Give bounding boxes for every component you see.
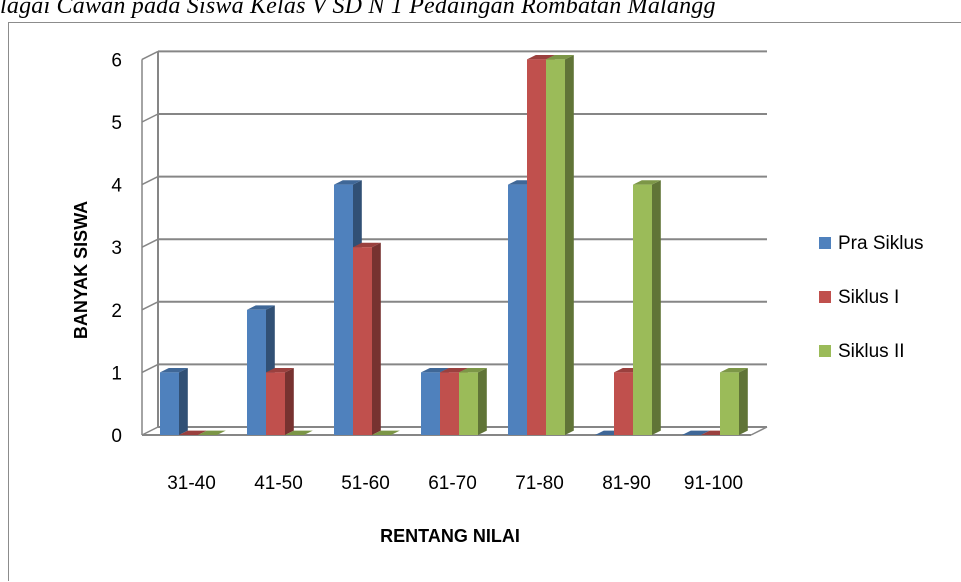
- legend-swatch: [819, 237, 831, 249]
- bar-chart: 0 1 2 3 4 5 6 31-40 41-50 51-60 61-70 71-80 81-90 91…: [71, 50, 924, 546]
- bar-siklus-ii-61-70: [459, 372, 478, 435]
- legend: Pra Siklus Siklus I Siklus II: [819, 233, 924, 362]
- bar-top-siklus-i: [527, 55, 555, 60]
- x-axis-title: RENTANG NILAI: [380, 526, 520, 546]
- bar-top-siklus-ii: [720, 368, 748, 373]
- bar-siklus-i-71-80: [527, 59, 546, 436]
- y-axis-title: BANYAK SISWA: [71, 201, 91, 339]
- y-tick-label: 5: [111, 113, 122, 134]
- figure-caption: lagai Cawan pada Siswa Kelas V SD N 1 Pe…: [0, 0, 716, 19]
- bar-pra-siklus-41-50: [247, 309, 266, 435]
- bar-top-pra-siklus: [247, 305, 275, 310]
- legend-label: Pra Siklus: [838, 233, 924, 254]
- bar-top-siklus-i: [266, 368, 294, 373]
- x-tick-label: 41-50: [254, 473, 303, 494]
- y-tick-label: 3: [111, 238, 122, 259]
- bar-pra-siklus-61-70: [421, 372, 440, 435]
- bar-siklus-i-61-70: [440, 372, 459, 435]
- gridline-connector: [141, 175, 159, 186]
- bar-top-siklus-ii: [372, 430, 400, 435]
- gridline-connector: [141, 363, 159, 374]
- y-tick-label: 6: [111, 50, 122, 71]
- bar-siklus-i-81-90: [614, 372, 633, 435]
- x-tick-label: 51-60: [341, 473, 390, 494]
- bar-side-siklus-ii: [565, 55, 574, 435]
- bar-top-siklus-ii: [285, 430, 313, 435]
- x-tick-label: 91-100: [684, 473, 743, 494]
- bar-side-siklus-i: [285, 368, 294, 435]
- bar-siklus-i-51-60: [353, 247, 372, 435]
- bar-side-pra-siklus: [179, 368, 188, 435]
- y-tick-labels: 0 1 2 3 4 5 6: [111, 50, 122, 447]
- gridline-connector: [141, 426, 159, 436]
- legend-swatch: [819, 291, 831, 303]
- y-tick-label: 0: [111, 426, 122, 447]
- y-tick-label: 4: [111, 176, 122, 197]
- gridline-connector: [141, 50, 159, 61]
- bar-top-siklus-i: [353, 242, 381, 248]
- floor-edge: [750, 426, 768, 436]
- bar-pra-siklus-31-40: [160, 372, 179, 435]
- bar-top-pra-siklus: [334, 180, 362, 185]
- bar-top-siklus-i: [179, 430, 207, 435]
- x-tick-label: 81-90: [602, 473, 651, 494]
- legend-label: Siklus I: [838, 287, 899, 308]
- bar-siklus-ii-91-100: [720, 372, 739, 435]
- bar-top-siklus-i: [440, 368, 468, 373]
- legend-swatch: [819, 345, 831, 357]
- bar-siklus-i-41-50: [266, 372, 285, 435]
- bar-side-siklus-ii: [652, 180, 661, 435]
- bar-siklus-ii-71-80: [546, 59, 565, 436]
- bar-pra-siklus-51-60: [334, 184, 353, 435]
- chart-frame: 0 1 2 3 4 5 6 31-40 41-50 51-60 61-70 71-80 81-90 91…: [8, 22, 961, 581]
- bars: [160, 55, 748, 436]
- bar-pra-siklus-71-80: [508, 184, 527, 435]
- gridline-connector: [141, 113, 159, 123]
- bar-siklus-ii-81-90: [633, 184, 652, 435]
- bar-top-siklus-ii: [459, 368, 487, 373]
- y-tick-label: 1: [111, 363, 122, 384]
- x-tick-labels: 31-40 41-50 51-60 61-70 71-80 81-90 91-100: [167, 473, 743, 494]
- gridline-connector: [141, 301, 159, 311]
- bar-top-siklus-ii: [546, 55, 574, 60]
- bar-side-siklus-i: [372, 242, 381, 435]
- bar-side-siklus-ii: [739, 368, 748, 435]
- bar-top-siklus-ii: [198, 430, 226, 435]
- x-tick-label: 31-40: [167, 473, 216, 494]
- bar-top-siklus-ii: [633, 180, 661, 185]
- x-tick-label: 61-70: [428, 473, 477, 494]
- legend-label: Siklus II: [838, 341, 905, 362]
- x-tick-label: 71-80: [515, 473, 564, 494]
- bar-side-siklus-ii: [478, 368, 487, 435]
- bar-top-pra-siklus: [682, 430, 710, 435]
- bar-top-pra-siklus: [160, 368, 188, 373]
- y-tick-label: 2: [111, 301, 122, 322]
- bar-top-pra-siklus: [421, 368, 449, 373]
- gridline-connector: [141, 238, 159, 248]
